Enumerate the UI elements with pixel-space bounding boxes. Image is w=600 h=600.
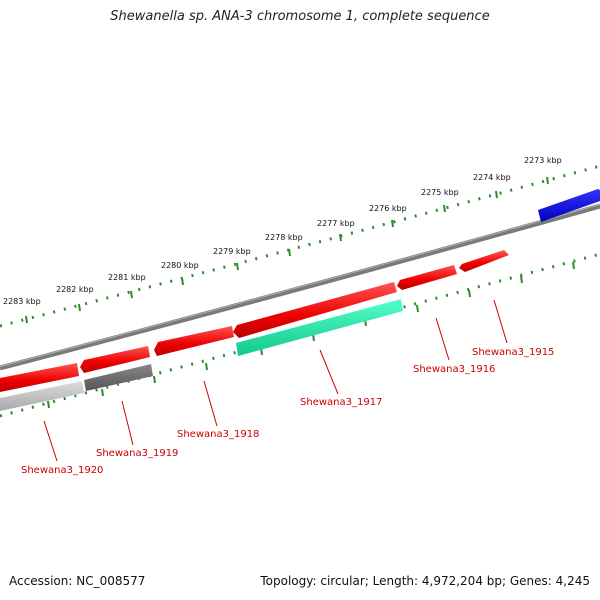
kbp-label: 2280 kbp: [161, 261, 199, 270]
gene-lightgrey[interactable]: [0, 381, 84, 411]
chromosome-backbone: [0, 203, 600, 371]
topology-info-text: Topology: circular; Length: 4,972,204 bp…: [260, 574, 590, 588]
scale-track-outer: [0, 164, 600, 328]
scale-labels: 2273 kbp 2274 kbp 2275 kbp 2276 kbp 2277…: [3, 156, 562, 306]
gene-shewana3-1920[interactable]: [0, 363, 79, 392]
kbp-label: 2282 kbp: [56, 285, 94, 294]
map-title: Shewanella sp. ANA-3 chromosome 1, compl…: [110, 9, 490, 24]
gene-blue[interactable]: [538, 189, 600, 222]
gene-shewana3-1915[interactable]: [459, 250, 509, 272]
kbp-label: 2277 kbp: [317, 219, 355, 228]
kbp-label: 2278 kbp: [265, 233, 303, 242]
kbp-label: 2276 kbp: [369, 204, 407, 213]
gene-leader-lines: [43, 299, 508, 462]
gene-shewana3-1918[interactable]: [154, 326, 234, 356]
gene-label-1918: Shewana3_1918: [177, 429, 259, 440]
accession-text: Accession: NC_008577: [9, 574, 146, 588]
scale-major-ticks: [25, 176, 549, 324]
gene-label-1919: Shewana3_1919: [96, 448, 178, 459]
gene-shewana3-1916[interactable]: [397, 265, 457, 290]
gene-label-1915: Shewana3_1915: [472, 347, 554, 358]
gene-labels: Shewana3_1915 Shewana3_1916 Shewana3_191…: [21, 347, 554, 476]
kbp-label: 2273 kbp: [524, 156, 562, 165]
kbp-label: 2274 kbp: [473, 173, 511, 182]
inner-major-ticks: [47, 261, 575, 409]
kbp-label: 2275 kbp: [421, 188, 459, 197]
gene-shewana3-1919[interactable]: [80, 346, 150, 373]
gene-grey[interactable]: [84, 364, 153, 391]
gene-teal[interactable]: [236, 299, 403, 356]
gene-label-1916: Shewana3_1916: [413, 364, 495, 375]
gene-label-1920: Shewana3_1920: [21, 465, 103, 476]
gene-label-1917: Shewana3_1917: [300, 397, 382, 408]
kbp-label: 2283 kbp: [3, 297, 41, 306]
kbp-label: 2279 kbp: [213, 247, 251, 256]
kbp-label: 2281 kbp: [108, 273, 146, 282]
chromosome-backbone-highlight: [0, 204, 600, 367]
gene-shewana3-1917[interactable]: [233, 282, 397, 338]
